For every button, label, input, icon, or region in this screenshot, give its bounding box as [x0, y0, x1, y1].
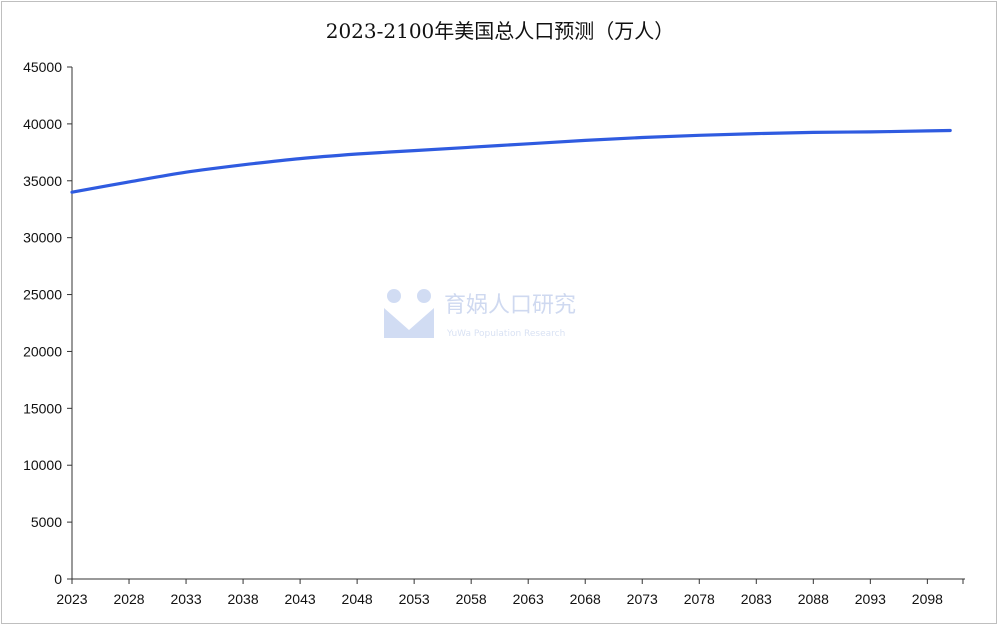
x-tick-label: 2053 — [399, 591, 430, 607]
x-tick-label: 2023 — [56, 591, 87, 607]
x-tick-label: 2083 — [741, 591, 772, 607]
x-tick-label: 2063 — [513, 591, 544, 607]
watermark: 育娲人口研究 YuWa Population Research — [384, 289, 576, 339]
plot-area — [70, 128, 952, 194]
y-tick-label: 0 — [54, 571, 62, 587]
y-tick-label: 20000 — [23, 343, 62, 359]
y-tick-label: 35000 — [23, 173, 62, 189]
y-tick-label: 25000 — [23, 287, 62, 303]
y-tick-label: 30000 — [23, 230, 62, 246]
watermark-logo-icon — [384, 289, 434, 338]
watermark-text: 育娲人口研究 — [444, 293, 576, 318]
y-tick-label: 10000 — [23, 457, 62, 473]
x-tick-label: 2088 — [798, 591, 829, 607]
x-tick-label: 2038 — [227, 591, 258, 607]
x-tick-label: 2093 — [855, 591, 886, 607]
series-line — [70, 128, 952, 194]
x-tick-label: 2078 — [684, 591, 715, 607]
axes: 0 5000 10000 15000 20000 25000 30000 35000 40000… — [23, 59, 965, 607]
x-tick-label: 2073 — [627, 591, 658, 607]
y-tick-label: 45000 — [23, 59, 62, 75]
x-tick-label: 2048 — [342, 591, 373, 607]
x-tick-label: 2098 — [912, 591, 943, 607]
x-tick-label: 2058 — [456, 591, 487, 607]
y-tick-label: 40000 — [23, 116, 62, 132]
x-tick-label: 2033 — [170, 591, 201, 607]
watermark-subtext: YuWa Population Research — [446, 329, 565, 339]
chart-title: 2023-2100年美国总人口预测（万人） — [326, 19, 675, 43]
x-tick-label: 2043 — [285, 591, 316, 607]
y-tick-label: 15000 — [23, 400, 62, 416]
y-tick-label: 5000 — [31, 514, 62, 530]
x-tick-label: 2028 — [113, 591, 144, 607]
x-tick-label: 2068 — [570, 591, 601, 607]
